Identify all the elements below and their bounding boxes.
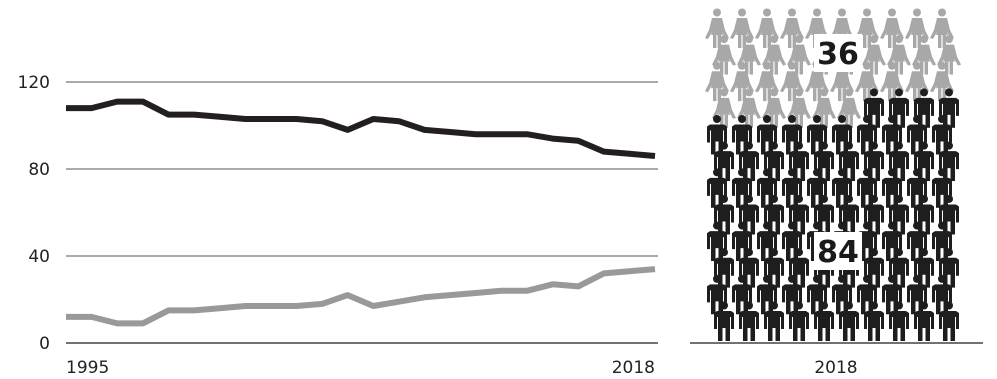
y-tick-label: 0 [39,334,50,354]
y-tick-labels: 0 40 80 120 [18,73,50,354]
male-figure-icon [714,301,734,341]
series-line-1 [66,98,656,159]
male-figure-icon [789,301,809,341]
callout-female-value: 36 [817,37,859,72]
y-tick-label: 80 [28,160,50,180]
male-figure-icon [889,301,909,341]
y-tick-label: 120 [18,73,50,93]
y-tick-label: 40 [28,247,50,267]
male-figure-icon [914,301,934,341]
callout-female-count: 36 [814,34,862,72]
pictogram-chart: 36 84 2018 [690,8,983,378]
x-tick-label-end: 2018 [612,358,655,378]
male-figure-icon [764,301,784,341]
callout-male-box [814,232,862,270]
callout-female-box [814,34,862,72]
callout-male-value: 84 [817,235,859,270]
male-figure-icon [839,301,859,341]
line-chart: 0 40 80 120 1995 2018 [18,73,658,378]
male-figure-icon [939,301,959,341]
male-figure-icon [864,301,884,341]
pictogram-x-label: 2018 [814,358,857,378]
y-gridlines [66,81,658,257]
x-tick-label-start: 1995 [66,358,109,378]
male-figure-icon [739,301,759,341]
callout-male-count: 84 [814,232,862,270]
line-series-group [66,98,656,327]
series-line-2 [66,266,656,327]
male-figure-icon [814,301,834,341]
